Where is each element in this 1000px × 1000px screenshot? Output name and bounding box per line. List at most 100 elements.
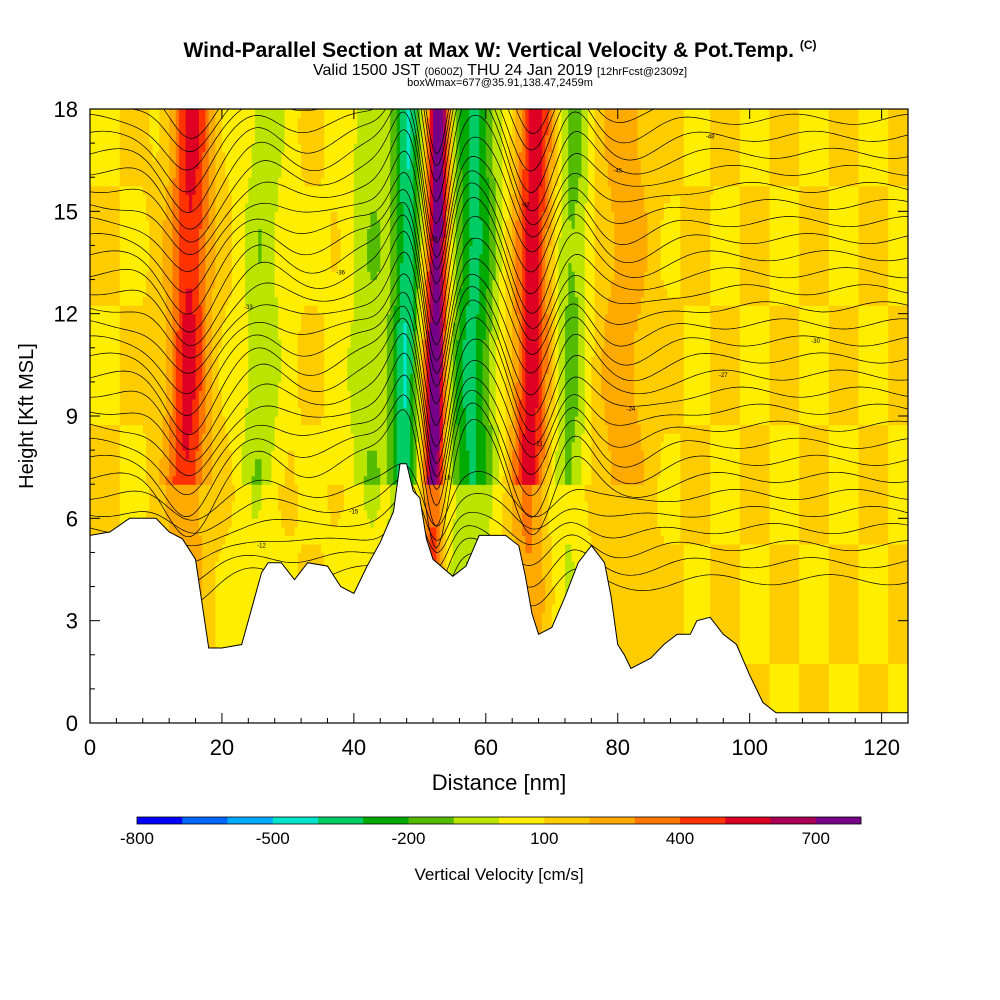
velocity-cell: [858, 595, 863, 605]
velocity-cell: [812, 612, 817, 622]
velocity-cell: [634, 620, 639, 630]
velocity-cell: [555, 560, 559, 571]
velocity-cell: [812, 697, 817, 707]
velocity-cell: [822, 646, 827, 656]
velocity-cell: [561, 578, 566, 588]
velocity-cell: [789, 705, 794, 716]
velocity-cell: [851, 612, 856, 622]
velocity-cell: [809, 603, 813, 613]
velocity-cell: [894, 654, 899, 664]
velocity-cell: [238, 612, 243, 622]
velocity-cell: [792, 569, 797, 579]
velocity-cell: [868, 620, 873, 630]
velocity-cell: [367, 552, 371, 562]
velocity-cell: [561, 569, 566, 579]
velocity-cell: [901, 680, 906, 690]
velocity-cell: [251, 595, 256, 605]
velocity-cell: [541, 612, 546, 622]
velocity-cell: [759, 552, 764, 562]
velocity-cell: [330, 560, 335, 571]
velocity-cell: [851, 569, 856, 579]
velocity-cell: [802, 612, 807, 622]
velocity-cell: [538, 569, 543, 579]
velocity-cell: [766, 620, 771, 630]
velocity-cell: [650, 560, 655, 571]
velocity-cell: [812, 688, 817, 699]
velocity-cell: [729, 603, 734, 613]
velocity-cell: [881, 705, 886, 716]
velocity-cell: [845, 595, 850, 605]
velocity-cell: [815, 612, 820, 622]
velocity-cell: [215, 620, 220, 630]
velocity-cell: [898, 578, 902, 588]
velocity-cell: [891, 680, 896, 690]
velocity-cell: [634, 569, 639, 579]
velocity-cell: [891, 646, 896, 656]
velocity-cell: [235, 569, 240, 579]
velocity-cell: [888, 697, 893, 707]
velocity-cell: [884, 680, 889, 690]
velocity-cell: [640, 620, 645, 630]
velocity-cell: [871, 552, 876, 562]
velocity-cell: [772, 552, 777, 562]
velocity-cell: [650, 620, 655, 630]
velocity-cell: [779, 629, 784, 639]
velocity-cell: [809, 586, 813, 596]
velocity-cell: [848, 595, 853, 605]
velocity-cell: [881, 612, 886, 622]
velocity-cell: [248, 560, 253, 571]
velocity-cell: [657, 637, 662, 647]
velocity-cell: [776, 637, 780, 647]
velocity-cell: [690, 552, 695, 562]
velocity-cell: [528, 595, 533, 605]
velocity-cell: [677, 629, 682, 639]
velocity-cell: [703, 578, 708, 588]
velocity-cell: [894, 552, 899, 562]
velocity-cell: [716, 586, 721, 596]
velocity-cell: [637, 586, 642, 596]
velocity-cell: [462, 560, 467, 571]
velocity-cell: [865, 680, 870, 690]
velocity-cell: [531, 569, 536, 579]
velocity-cell: [815, 603, 820, 613]
velocity-cell: [815, 595, 820, 605]
velocity-cell: [710, 560, 714, 571]
velocity-cell: [205, 603, 210, 613]
velocity-cell: [617, 595, 622, 605]
velocity-cell: [541, 569, 546, 579]
velocity-cell: [898, 595, 902, 605]
velocity-cell: [878, 595, 883, 605]
velocity-cell: [845, 569, 850, 579]
velocity-cell: [894, 688, 899, 699]
velocity-cell: [828, 671, 833, 681]
velocity-cell: [202, 603, 207, 613]
velocity-cell: [687, 578, 691, 588]
velocity-cell: [851, 629, 856, 639]
velocity-cell: [564, 552, 569, 562]
velocity-cell: [822, 620, 827, 630]
velocity-cell: [459, 560, 464, 571]
velocity-cell: [687, 612, 691, 622]
velocity-cell: [663, 612, 668, 622]
velocity-cell: [644, 654, 649, 664]
velocity-cell: [904, 680, 908, 690]
velocity-cell: [822, 629, 827, 639]
velocity-cell: [726, 578, 731, 588]
velocity-cell: [281, 552, 286, 562]
velocity-cell: [334, 560, 338, 571]
velocity-cell: [845, 637, 850, 647]
velocity-cell: [812, 578, 817, 588]
velocity-cell: [624, 586, 629, 596]
velocity-cell: [802, 620, 807, 630]
valid-time: Valid 1500 JST: [312, 62, 420, 79]
velocity-cell: [670, 603, 675, 613]
velocity-cell: [795, 705, 800, 716]
velocity-cell: [845, 671, 850, 681]
velocity-cell: [868, 560, 873, 571]
velocity-cell: [235, 637, 240, 647]
velocity-cell: [762, 612, 767, 622]
velocity-cell: [205, 552, 210, 562]
velocity-cell: [756, 629, 761, 639]
velocity-cell: [904, 603, 908, 613]
velocity-cell: [693, 552, 698, 562]
